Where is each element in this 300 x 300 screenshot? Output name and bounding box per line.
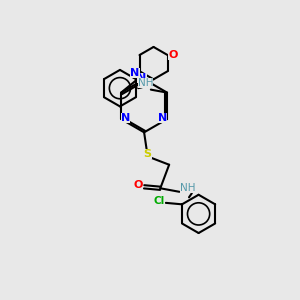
Text: N: N <box>137 73 147 83</box>
Text: NH: NH <box>138 78 153 88</box>
Text: N: N <box>121 112 130 123</box>
Text: O: O <box>134 180 143 190</box>
Text: S: S <box>144 149 152 159</box>
Text: O: O <box>168 50 178 60</box>
Text: Cl: Cl <box>154 196 165 206</box>
Text: N: N <box>158 112 167 123</box>
Text: NH: NH <box>180 183 195 193</box>
Text: N: N <box>130 68 140 78</box>
